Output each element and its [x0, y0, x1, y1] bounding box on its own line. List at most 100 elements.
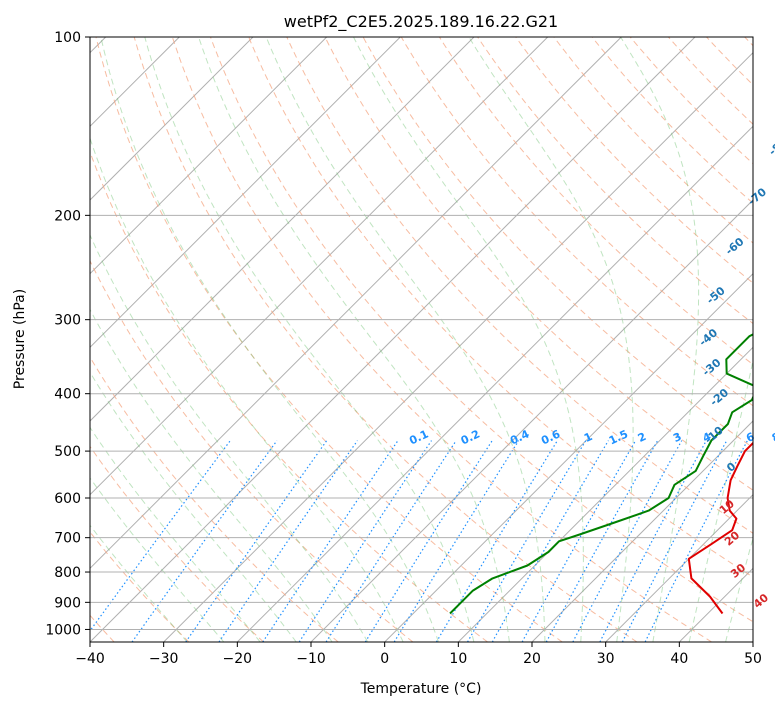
mixing-ratio-line: [545, 440, 659, 642]
x-tick-label: −10: [296, 651, 326, 667]
mixing-ratio-line: [435, 440, 558, 642]
y-tick-label: 700: [54, 531, 81, 547]
dry-adiabat-line: [400, 37, 753, 407]
dry-adiabat-line: [95, 37, 563, 642]
dry-adiabat-line: [90, 259, 414, 642]
dry-adiabat-label: -30: [700, 356, 724, 379]
isotherm-line: [457, 346, 753, 642]
dry-adiabat-line: [90, 531, 190, 642]
series-layer: [449, 333, 753, 615]
isotherm-line: [90, 37, 254, 201]
moist-adiabat-line: [198, 37, 510, 642]
moist-adiabat-line: [90, 308, 333, 642]
dry-adiabat-label: -80: [766, 135, 775, 158]
dry-adiabat-line: [210, 37, 753, 623]
mixing-ratio-label: 1.5: [607, 427, 630, 447]
dry-adiabat-label: 20: [722, 528, 742, 548]
x-tick-label: 40: [670, 651, 688, 667]
mixing-ratio-line: [298, 440, 432, 642]
moist-adiabat-line: [265, 37, 546, 642]
isotherm-line: [90, 37, 328, 275]
isotherm-line: [605, 493, 753, 642]
mixing-ratio-label: 0.1: [407, 427, 430, 447]
mixing-ratio-line: [393, 440, 520, 642]
mixing-ratio-line: [521, 440, 637, 642]
x-tick-label: 30: [597, 651, 615, 667]
mixing-ratio-line: [644, 440, 748, 642]
mixing-ratio-line: [364, 440, 493, 642]
isotherm-line: [163, 51, 753, 642]
isotherm-line: [236, 125, 753, 642]
y-tick-label: 200: [54, 208, 81, 224]
isotherm-line: [90, 37, 622, 570]
y-axis-label: Pressure (hPa): [12, 289, 28, 389]
dry-adiabat-line: [362, 37, 753, 449]
x-tick-label: −40: [75, 651, 105, 667]
dry-adiabat-label: -60: [723, 235, 747, 258]
y-tick-label: 1000: [45, 622, 81, 638]
moist-adiabat-line: [90, 524, 188, 642]
grid: [90, 36, 753, 630]
x-tick-label: 0: [380, 651, 389, 667]
x-tick-label: 50: [744, 651, 762, 667]
temperature-profile-line: [687, 441, 753, 615]
mixing-ratio-line: [131, 440, 278, 642]
mixing-ratio-line: [621, 440, 728, 642]
y-tick-label: 500: [54, 444, 81, 460]
mixing-ratio-line: [466, 440, 587, 642]
moist-adiabat-line: [90, 477, 225, 642]
isotherm-line: [90, 37, 475, 422]
isotherm-line: [384, 272, 753, 642]
isotherm-line: [531, 420, 753, 642]
mixing-ratio-label: 3: [671, 430, 683, 445]
y-tick-label: 600: [54, 491, 81, 507]
dry-adiabat-label: -40: [697, 326, 721, 349]
background-lines: [90, 37, 753, 642]
mixing-ratio-line: [325, 440, 457, 642]
dry-adiabat-line: [324, 37, 753, 491]
dry-adiabat-line: [90, 356, 339, 642]
y-tick-label: 100: [54, 30, 81, 46]
plot-frame: [89, 36, 754, 643]
mixing-ratio-label: 0.4: [508, 427, 531, 447]
dry-adiabat-line: [668, 37, 753, 125]
mixing-ratio-line: [491, 440, 609, 642]
mixing-ratio-label: 0.6: [539, 427, 562, 447]
isotherm-line: [90, 37, 549, 496]
isotherm-line: [90, 37, 696, 642]
dry-adiabat-line: [477, 37, 753, 325]
mixing-ratio-label: 8: [770, 430, 775, 445]
dewpoint-profile-line: [449, 333, 753, 615]
dry-adiabat-line: [706, 37, 753, 86]
mixing-ratio-line: [185, 440, 328, 642]
x-axis-label: Temperature (°C): [360, 681, 482, 697]
mixing-ratio-label: 2: [636, 430, 648, 445]
moist-adiabat-line: [90, 371, 297, 642]
dry-adiabat-label: 30: [728, 561, 748, 581]
axis-ticks: −40 −30 −20 −10 0 10 20 30 40 50 100 200 300 400 500 60…: [45, 30, 762, 667]
mixing-ratio-line: [599, 440, 707, 642]
mixing-ratio-line: [218, 440, 358, 642]
dry-adiabat-line: [553, 37, 753, 244]
mixing-ratio-label: 0.2: [459, 427, 482, 447]
dry-adiabat-label: 40: [751, 591, 771, 611]
dry-adiabat-line: [90, 445, 264, 642]
x-tick-label: 20: [523, 651, 541, 667]
moist-adiabat-line: [620, 37, 700, 642]
isotherm-line: [752, 641, 753, 642]
moist-adiabat-line: [353, 37, 584, 642]
x-tick-label: 10: [449, 651, 467, 667]
mixing-ratio-line: [90, 440, 231, 632]
moist-adiabat-line: [688, 358, 753, 642]
mixing-ratio-line: [572, 440, 683, 642]
moist-adiabat-line: [100, 37, 439, 642]
moist-adiabat-line: [90, 233, 369, 642]
dry-adiabat-line: [591, 37, 753, 204]
x-tick-label: −30: [149, 651, 179, 667]
dry-adiabat-line: [90, 150, 488, 642]
isotherm-line: [90, 37, 401, 349]
moist-adiabat-line: [90, 426, 261, 642]
moist-adiabat-line: [90, 136, 404, 642]
y-tick-label: 400: [54, 387, 81, 403]
